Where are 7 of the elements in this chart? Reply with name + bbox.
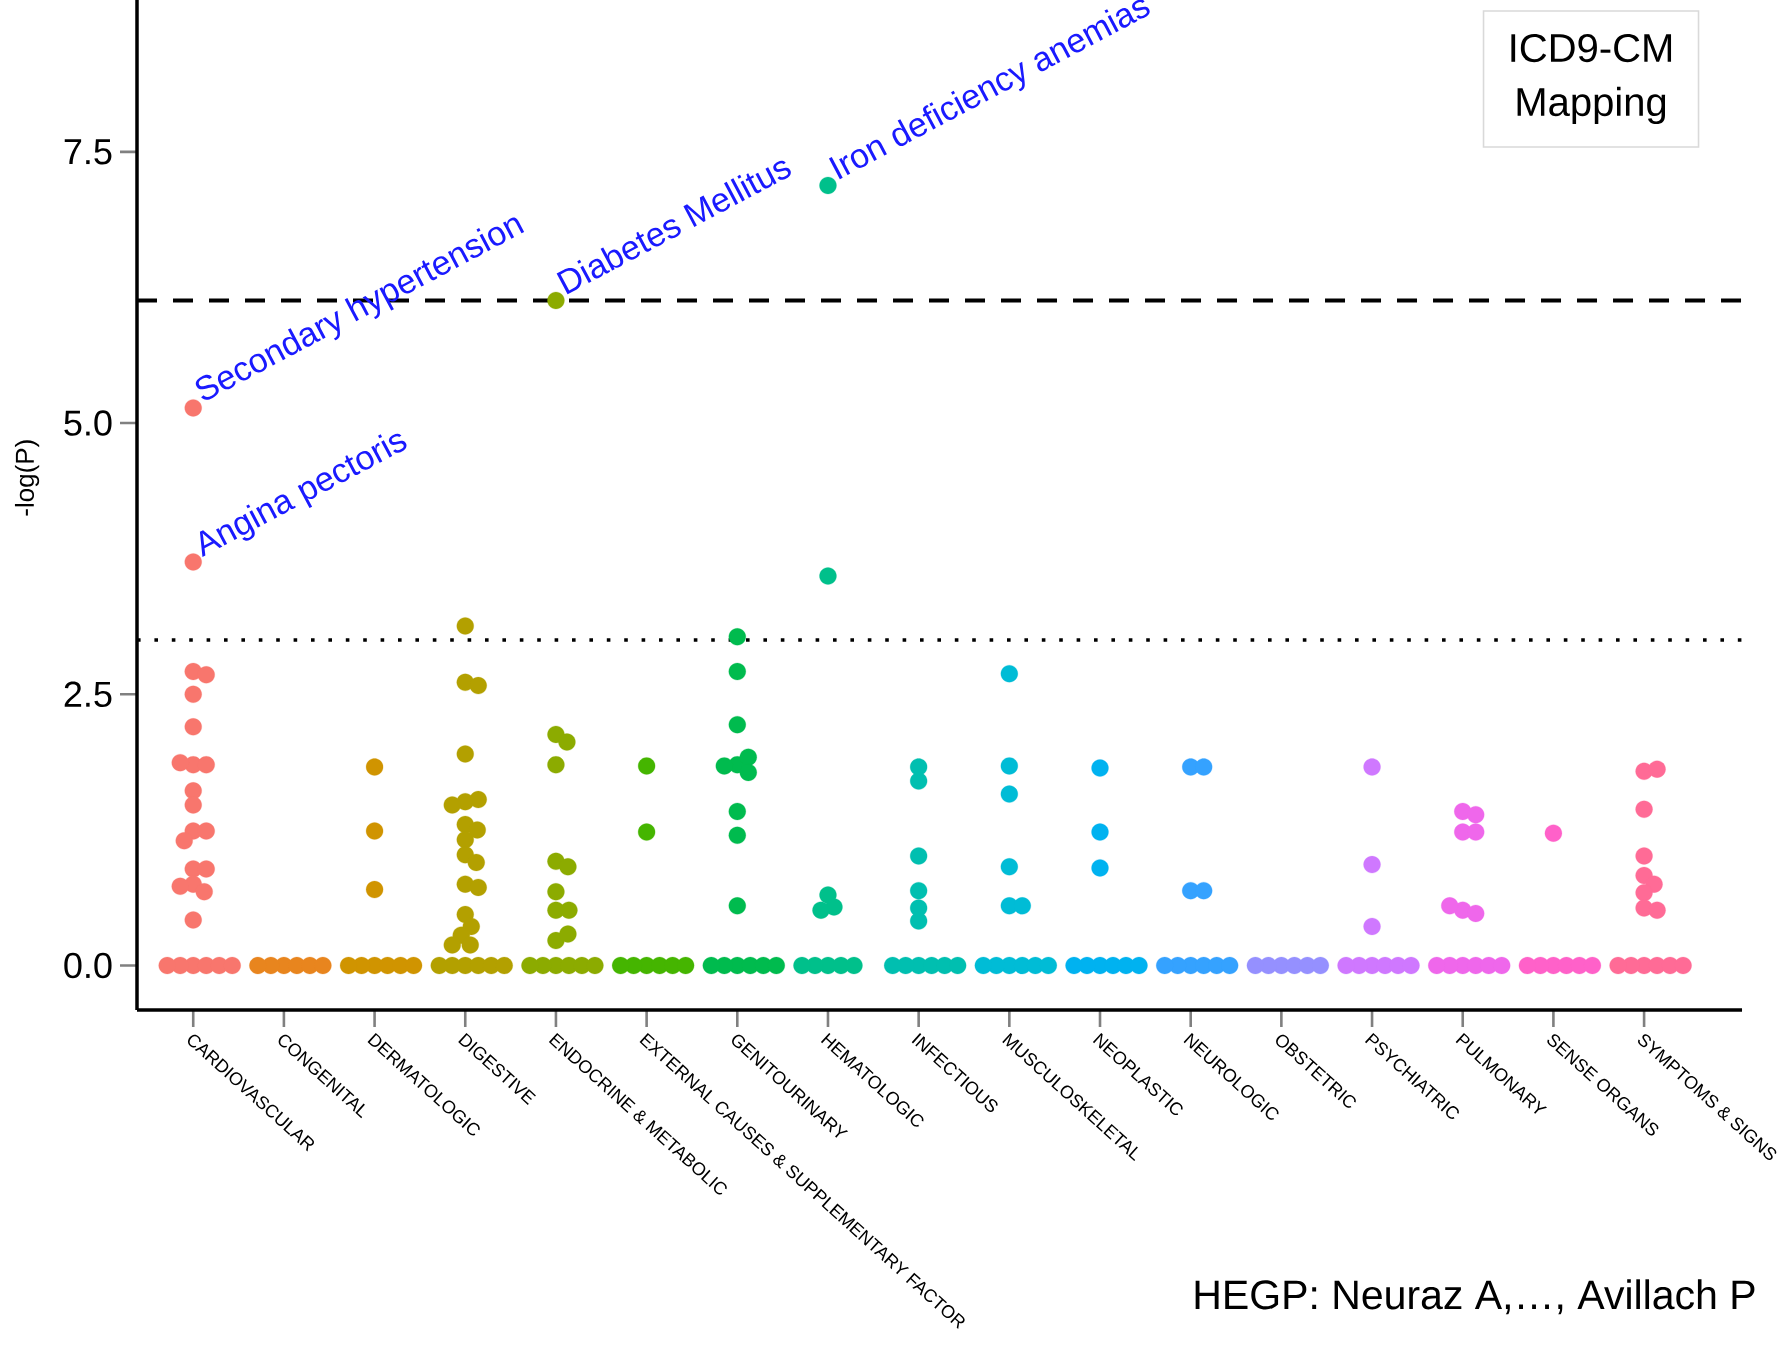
y-axis-title: -log(P) [14,440,40,516]
y-tick-label: 2.5 [64,681,112,708]
y-tick-label: 7.5 [64,139,112,165]
y-tick-label: 5.0 [64,410,112,436]
y-tick-label: 0.0 [64,952,112,979]
annotation: ICD9-CM Mapping [1511,33,1672,125]
text: HEGP: Neuraz A,…, Avillach P [1195,1279,1755,1315]
